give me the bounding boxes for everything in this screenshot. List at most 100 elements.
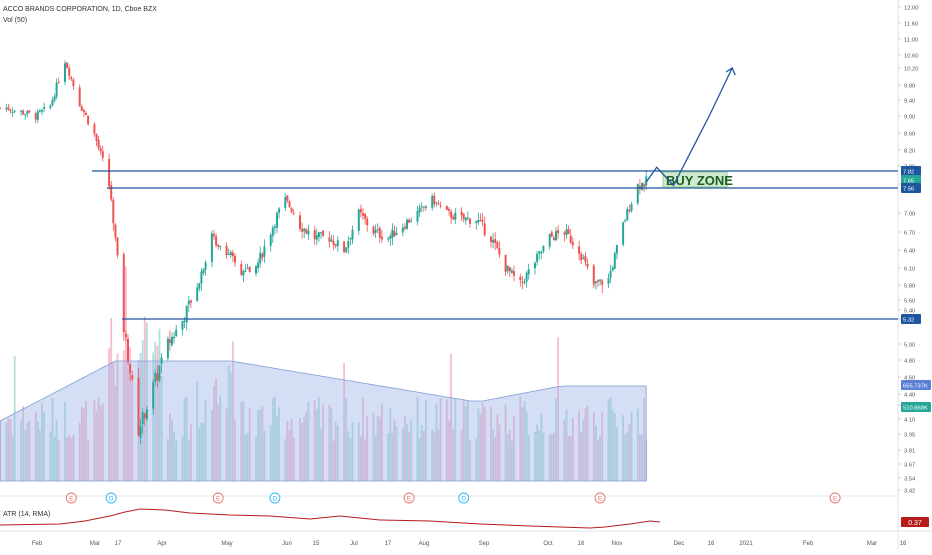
candle-body [362, 213, 364, 216]
volume-bar [422, 431, 425, 481]
candle-body [255, 266, 257, 274]
volume-bar [548, 434, 551, 481]
volume-bar [431, 429, 434, 481]
candle-body [374, 230, 377, 233]
candle-body [70, 77, 73, 79]
candle-body [422, 206, 425, 208]
volume-bar [374, 435, 377, 481]
y-tick-label: 4.80 [904, 359, 915, 365]
y-tick-label: 5.40 [904, 309, 915, 315]
candle-body [57, 82, 60, 83]
volume-bar [146, 322, 148, 481]
volume-bar [336, 425, 339, 481]
volume-bar [469, 440, 471, 481]
candle-body [322, 230, 325, 236]
volume-bar [286, 421, 289, 481]
earnings-marker-circle[interactable] [65, 492, 77, 504]
volume-bar [332, 440, 335, 481]
candle-body [320, 232, 322, 234]
volume-bar [563, 419, 566, 481]
volume-bar [538, 430, 541, 481]
candle-body [592, 265, 595, 285]
volume-bar [582, 420, 585, 481]
dividend-marker-circle[interactable] [105, 492, 117, 504]
volume-bar [467, 400, 469, 481]
candle-body [401, 227, 404, 233]
volume-bar [269, 425, 272, 481]
volume-bar [5, 422, 8, 481]
candle-body [36, 111, 39, 120]
candle-body [387, 238, 390, 240]
earnings-marker-circle[interactable] [829, 492, 841, 504]
volume-bar [242, 401, 245, 481]
volume-bar [36, 421, 39, 481]
volume-bar [347, 431, 350, 481]
volume-bar [204, 399, 207, 481]
volume-bar [158, 328, 161, 481]
candle-body [166, 338, 169, 359]
candle-body [55, 82, 58, 97]
candle-body [240, 264, 243, 275]
candle-body [64, 63, 66, 82]
buy-zone-label: BUY ZONE [666, 173, 733, 188]
y-tick-label: 4.40 [904, 393, 915, 399]
volume-bar [391, 433, 394, 481]
volume-bar [607, 399, 610, 481]
volume-bar [101, 403, 104, 481]
volume-bar [477, 408, 480, 481]
candle-body [49, 105, 52, 108]
volume-bar [87, 439, 89, 481]
candle-body [420, 206, 423, 208]
volume-bar [93, 400, 96, 481]
volume-bar [24, 430, 27, 481]
x-tick-label: Jun [282, 541, 292, 547]
earnings-marker-circle[interactable] [594, 492, 606, 504]
candle-body [536, 253, 539, 262]
volume-bar [320, 428, 322, 481]
volume-bar [240, 401, 243, 481]
candle-body [636, 184, 639, 204]
candle-body [630, 203, 633, 212]
candle-body [582, 257, 585, 259]
earnings-marker-circle[interactable] [403, 492, 415, 504]
candle-body [557, 230, 560, 234]
volume-bar [131, 381, 134, 481]
volume-bar [292, 437, 295, 481]
y-tick-label: 8.60 [904, 132, 915, 138]
volume-bar [525, 411, 528, 481]
volume-bar [57, 439, 60, 481]
candle-body [229, 252, 232, 255]
earnings-marker-circle[interactable] [212, 492, 224, 504]
volume-bar [108, 348, 110, 481]
volume-bar [229, 372, 232, 481]
candle-body [299, 215, 301, 230]
dividend-marker-circle[interactable] [458, 492, 470, 504]
volume-bar [435, 403, 438, 481]
candle-body [22, 110, 25, 115]
candle-body [307, 230, 310, 235]
dividend-marker-circle[interactable] [269, 492, 281, 504]
candles [0, 60, 648, 444]
candle-body [550, 232, 553, 237]
candle-body [145, 409, 148, 419]
y-tick-label: 10.60 [904, 54, 919, 60]
volume-bar [328, 404, 331, 481]
candle-body [343, 241, 346, 253]
volume-bar [395, 426, 398, 481]
y-tick-label: 5.60 [904, 299, 915, 305]
candle-body [410, 220, 413, 222]
volume-bar [578, 411, 580, 481]
candle-body [38, 110, 41, 112]
candle-body [9, 109, 12, 111]
candle-body [114, 224, 117, 238]
volume-bar [490, 407, 492, 481]
volume-bar [464, 406, 467, 481]
volume-bar [584, 408, 587, 481]
volume-bar [448, 420, 450, 481]
y-tick-label: 9.00 [904, 115, 915, 121]
y-tick-label: 3.42 [904, 489, 915, 495]
earnings-marker-label: E [833, 496, 838, 503]
candle-body [555, 231, 557, 241]
volume-bar [215, 378, 217, 481]
